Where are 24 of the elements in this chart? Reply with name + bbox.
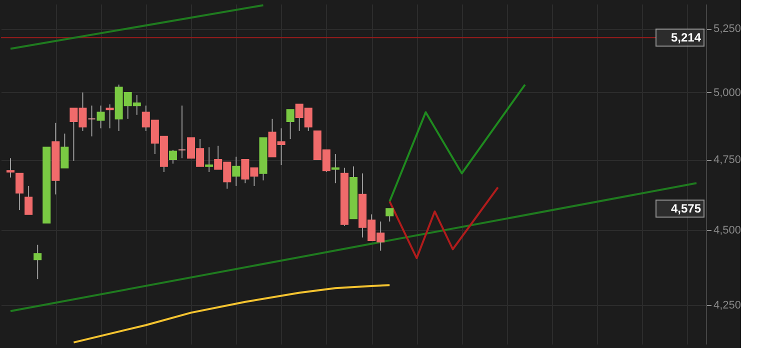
candlestick [386,208,394,222]
candlestick [168,149,177,164]
candlestick [6,158,15,178]
candlestick [96,105,105,129]
annotation: 4,575 [670,202,702,216]
candlestick [24,185,33,215]
line-series [388,186,499,260]
candlestick [178,105,186,159]
y-tick-label: 5,000 [714,86,742,99]
y-tick-label: 4,500 [714,224,742,237]
candlestick [205,146,214,172]
candlestick [106,104,114,129]
candlestick [88,105,96,137]
line-series [388,84,526,202]
y-tick-label: 5,250 [714,23,742,36]
candlestick [286,109,294,140]
candlestick [60,133,69,168]
candlestick [34,244,42,280]
ref-line-label: 5,214 [670,30,702,45]
candlestick [232,156,240,186]
y-tick-label: 4,250 [714,299,742,312]
y-tick-label: 4,750 [714,154,742,166]
candlestick [16,172,24,211]
line-series [72,284,391,344]
